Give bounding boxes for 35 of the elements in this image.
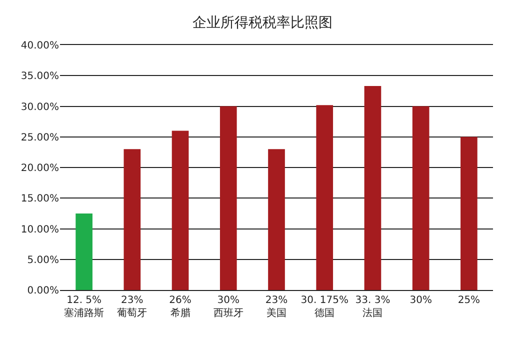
data-label: 30. 175%: [300, 295, 348, 306]
y-tick-label: 35.00%: [20, 71, 59, 82]
data-label: 23%: [265, 295, 288, 306]
y-tick-label: 20.00%: [20, 163, 59, 174]
data-label: 30%: [410, 295, 432, 306]
y-tick-label: 10.00%: [20, 224, 59, 236]
data-label: 12. 5%: [66, 295, 102, 306]
data-label: 30%: [217, 295, 240, 306]
bar: [412, 106, 430, 290]
x-tick-label: 德国: [314, 308, 335, 319]
bar: [220, 106, 237, 290]
x-tick-label: 塞浦路斯: [64, 307, 104, 319]
y-tick-label: 25.00%: [20, 132, 59, 144]
x-tick-label: 法国: [362, 307, 383, 319]
bar: [124, 149, 141, 290]
bar: [364, 86, 382, 290]
bar: [172, 130, 189, 290]
y-tick-label: 40.00%: [20, 40, 59, 52]
data-label: 25%: [458, 295, 480, 306]
bar: [460, 136, 478, 290]
bar: [76, 213, 92, 290]
y-tick-label: 15.00%: [20, 194, 59, 205]
y-tick-label: 0.00%: [27, 286, 59, 296]
x-tick-label: 希腊: [170, 307, 190, 319]
x-tick-label: 美国: [266, 307, 286, 319]
bar: [268, 149, 285, 290]
data-label: 23%: [121, 295, 144, 306]
y-tick-label: 5.00%: [27, 254, 59, 266]
y-tick-label: 30.00%: [20, 102, 59, 113]
x-tick-label: 西班牙: [213, 307, 244, 319]
x-tick-label: 葡萄牙: [117, 307, 148, 319]
data-label: 26%: [169, 295, 192, 306]
bar: [316, 105, 334, 290]
chart-title: 企业所得税税率比照图: [192, 14, 332, 31]
data-label: 33. 3%: [355, 295, 390, 306]
